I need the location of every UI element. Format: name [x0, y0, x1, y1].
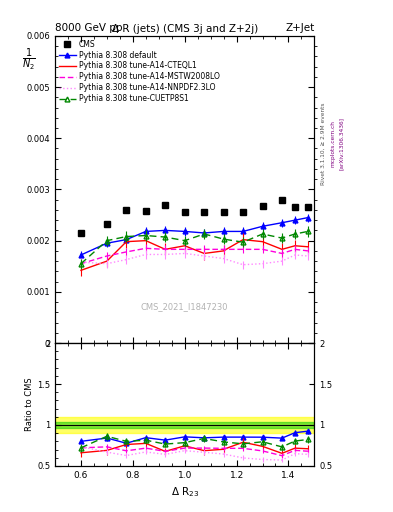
Pythia 8.308 default — [105, 240, 109, 246]
Y-axis label: Ratio to CMS: Ratio to CMS — [25, 378, 34, 431]
Line: CMS: CMS — [78, 197, 311, 236]
CMS — [260, 203, 265, 209]
Pythia 8.308 tune-A14-NNPDF2.3LO — [124, 257, 129, 263]
Pythia 8.308 tune-A14-CTEQL1 — [105, 258, 109, 264]
Pythia 8.308 tune-A14-CTEQL1 — [182, 243, 187, 249]
Pythia 8.308 tune-A14-MSTW2008LO — [163, 246, 168, 252]
Pythia 8.308 default — [260, 223, 265, 229]
Pythia 8.308 tune-A14-MSTW2008LO — [124, 249, 129, 255]
Legend: CMS, Pythia 8.308 default, Pythia 8.308 tune-A14-CTEQL1, Pythia 8.308 tune-A14-M: CMS, Pythia 8.308 default, Pythia 8.308 … — [57, 38, 221, 105]
Pythia 8.308 default — [163, 227, 168, 233]
Pythia 8.308 tune-CUETP8S1 — [306, 228, 310, 234]
Text: 8000 GeV pp: 8000 GeV pp — [55, 23, 123, 33]
Pythia 8.308 tune-CUETP8S1 — [241, 239, 246, 245]
Pythia 8.308 tune-A14-NNPDF2.3LO — [202, 253, 207, 259]
Text: Rivet 3.1.10, ≥ 2.9M events: Rivet 3.1.10, ≥ 2.9M events — [320, 102, 325, 185]
Pythia 8.308 tune-CUETP8S1 — [163, 234, 168, 240]
CMS — [280, 197, 285, 203]
Pythia 8.308 tune-CUETP8S1 — [202, 231, 207, 237]
Pythia 8.308 tune-A14-MSTW2008LO — [260, 246, 265, 252]
Pythia 8.308 tune-A14-MSTW2008LO — [79, 261, 83, 267]
Pythia 8.308 tune-CUETP8S1 — [182, 238, 187, 244]
Pythia 8.308 tune-A14-MSTW2008LO — [182, 246, 187, 252]
Pythia 8.308 default — [280, 220, 285, 226]
Pythia 8.308 tune-A14-CTEQL1 — [241, 237, 246, 243]
Pythia 8.308 tune-A14-MSTW2008LO — [221, 246, 226, 252]
Title: Δ R (jets) (CMS 3j and Z+2j): Δ R (jets) (CMS 3j and Z+2j) — [112, 24, 258, 34]
Pythia 8.308 tune-CUETP8S1 — [105, 238, 109, 244]
Pythia 8.308 default — [306, 215, 310, 221]
Pythia 8.308 tune-A14-CTEQL1 — [260, 239, 265, 245]
Pythia 8.308 tune-CUETP8S1 — [79, 261, 83, 267]
Pythia 8.308 default — [241, 228, 246, 234]
CMS — [202, 209, 207, 216]
Bar — [55, 417, 314, 433]
CMS — [182, 209, 187, 216]
Pythia 8.308 tune-A14-MSTW2008LO — [241, 246, 246, 252]
Pythia 8.308 default — [182, 228, 187, 234]
Text: [arXiv:1306.3436]: [arXiv:1306.3436] — [339, 117, 344, 170]
Pythia 8.308 default — [79, 252, 83, 258]
Pythia 8.308 tune-A14-CTEQL1 — [202, 250, 207, 257]
Pythia 8.308 tune-CUETP8S1 — [143, 232, 148, 239]
CMS — [293, 204, 298, 210]
Line: Pythia 8.308 tune-CUETP8S1: Pythia 8.308 tune-CUETP8S1 — [79, 229, 310, 266]
Pythia 8.308 default — [143, 228, 148, 234]
Pythia 8.308 tune-A14-CTEQL1 — [143, 238, 148, 244]
Pythia 8.308 tune-A14-MSTW2008LO — [105, 253, 109, 259]
Pythia 8.308 tune-A14-NNPDF2.3LO — [280, 258, 285, 264]
Pythia 8.308 tune-A14-MSTW2008LO — [306, 248, 310, 254]
Pythia 8.308 tune-A14-NNPDF2.3LO — [241, 262, 246, 268]
Pythia 8.308 tune-A14-MSTW2008LO — [280, 250, 285, 257]
Line: Pythia 8.308 tune-A14-NNPDF2.3LO: Pythia 8.308 tune-A14-NNPDF2.3LO — [81, 253, 308, 265]
Pythia 8.308 tune-A14-NNPDF2.3LO — [260, 261, 265, 267]
Pythia 8.308 tune-A14-NNPDF2.3LO — [293, 252, 298, 258]
CMS — [124, 207, 129, 213]
Pythia 8.308 default — [124, 237, 129, 243]
Text: mcplots.cern.ch: mcplots.cern.ch — [330, 120, 335, 167]
Pythia 8.308 tune-A14-CTEQL1 — [124, 239, 129, 245]
Pythia 8.308 tune-CUETP8S1 — [280, 235, 285, 241]
Pythia 8.308 tune-A14-CTEQL1 — [280, 246, 285, 252]
Pythia 8.308 tune-A14-CTEQL1 — [79, 267, 83, 273]
Pythia 8.308 tune-A14-NNPDF2.3LO — [182, 250, 187, 257]
Pythia 8.308 default — [293, 217, 298, 223]
CMS — [105, 221, 109, 227]
Pythia 8.308 tune-CUETP8S1 — [293, 231, 298, 237]
Pythia 8.308 tune-A14-CTEQL1 — [293, 243, 298, 249]
CMS — [241, 209, 246, 215]
CMS — [221, 209, 226, 215]
Pythia 8.308 tune-A14-NNPDF2.3LO — [79, 259, 83, 265]
Pythia 8.308 tune-A14-CTEQL1 — [306, 244, 310, 250]
Line: Pythia 8.308 default: Pythia 8.308 default — [79, 215, 310, 258]
Pythia 8.308 default — [202, 230, 207, 236]
CMS — [306, 204, 310, 210]
Pythia 8.308 tune-A14-NNPDF2.3LO — [163, 251, 168, 258]
Line: Pythia 8.308 tune-A14-MSTW2008LO: Pythia 8.308 tune-A14-MSTW2008LO — [81, 248, 308, 264]
Text: CMS_2021_I1847230: CMS_2021_I1847230 — [141, 302, 228, 311]
X-axis label: Δ R$_{23}$: Δ R$_{23}$ — [171, 485, 199, 499]
Pythia 8.308 tune-CUETP8S1 — [221, 236, 226, 242]
Pythia 8.308 tune-A14-NNPDF2.3LO — [306, 253, 310, 259]
Pythia 8.308 tune-A14-NNPDF2.3LO — [105, 261, 109, 267]
Pythia 8.308 tune-A14-MSTW2008LO — [202, 246, 207, 252]
CMS — [163, 202, 168, 208]
Pythia 8.308 tune-CUETP8S1 — [260, 231, 265, 237]
Y-axis label: $\frac{1}{N_2}$: $\frac{1}{N_2}$ — [22, 47, 36, 73]
Pythia 8.308 tune-A14-MSTW2008LO — [293, 246, 298, 252]
Pythia 8.308 tune-A14-NNPDF2.3LO — [143, 251, 148, 258]
Pythia 8.308 default — [221, 228, 226, 234]
Pythia 8.308 tune-CUETP8S1 — [124, 233, 129, 240]
Pythia 8.308 tune-A14-CTEQL1 — [221, 248, 226, 254]
Pythia 8.308 tune-A14-MSTW2008LO — [143, 245, 148, 251]
Text: Z+Jet: Z+Jet — [285, 23, 314, 33]
Pythia 8.308 tune-A14-NNPDF2.3LO — [221, 255, 226, 262]
Bar — [55, 422, 314, 428]
Line: Pythia 8.308 tune-A14-CTEQL1: Pythia 8.308 tune-A14-CTEQL1 — [81, 240, 308, 270]
CMS — [79, 230, 83, 236]
Pythia 8.308 tune-A14-CTEQL1 — [163, 246, 168, 252]
CMS — [143, 208, 148, 214]
